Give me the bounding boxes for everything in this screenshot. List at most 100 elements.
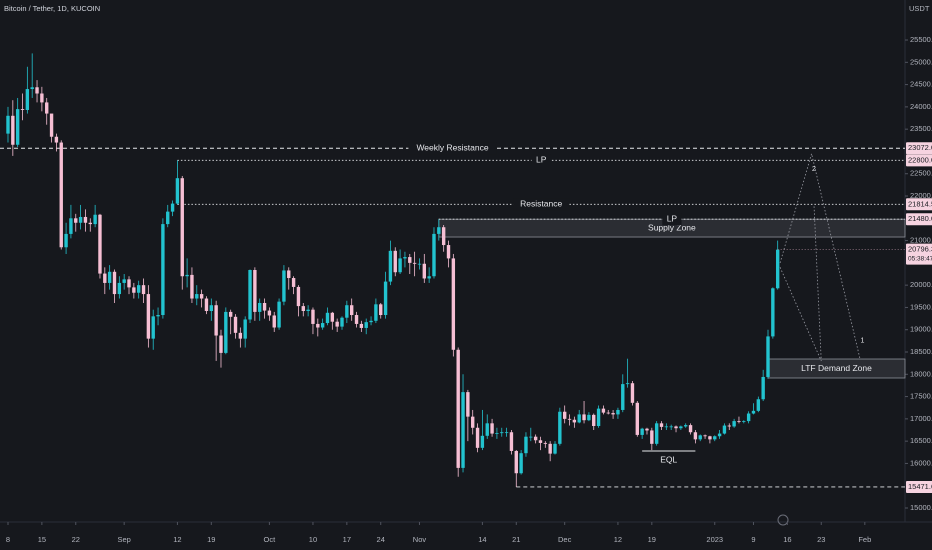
candle-body — [93, 214, 97, 225]
candle-body — [500, 432, 504, 434]
candle-body — [132, 287, 136, 293]
price-tag — [906, 480, 932, 493]
x-tick-label: 12 — [614, 535, 622, 544]
candle-body — [669, 426, 673, 428]
candle-body — [635, 402, 639, 435]
candle-body — [461, 392, 465, 468]
candle-body — [538, 440, 543, 443]
candle-body — [475, 427, 480, 448]
candle-body — [471, 416, 475, 428]
candle-body — [185, 274, 189, 277]
candle-body — [374, 304, 378, 321]
x-tick-label: Dec — [558, 535, 572, 544]
candle-body — [320, 323, 325, 328]
candle-body — [354, 315, 359, 324]
candle-body — [625, 383, 630, 385]
candle-body — [529, 436, 533, 438]
x-tick-label: 19 — [207, 535, 215, 544]
zone-label: LTF Demand Zone — [801, 363, 872, 373]
candle-body — [146, 294, 151, 339]
candle-body — [698, 435, 702, 440]
candle-body — [267, 310, 272, 316]
x-tick-label: 19 — [648, 535, 656, 544]
x-tick-label: 23 — [817, 535, 825, 544]
candle-body — [388, 250, 393, 282]
candle-body — [630, 383, 635, 403]
level-label-bg — [662, 213, 682, 226]
chart-title: Bitcoin / Tether, 1D, KUCOIN — [4, 4, 100, 13]
goto-realtime-icon[interactable] — [777, 514, 789, 526]
y-tick-label: 22500.0 — [910, 169, 932, 178]
x-tick-label: 10 — [309, 535, 317, 544]
candle-body — [112, 271, 117, 295]
candle-body — [287, 270, 291, 279]
candle-body — [654, 423, 659, 444]
candle-body — [432, 233, 436, 277]
candle-body — [272, 315, 276, 328]
candle-body — [209, 305, 213, 312]
candle-body — [340, 317, 344, 327]
candle-body — [345, 305, 349, 318]
candle-body — [722, 425, 727, 434]
y-tick-label: 16000.0 — [910, 458, 932, 467]
x-tick-label: 15 — [38, 535, 46, 544]
candle-body — [606, 412, 610, 414]
y-tick-label: 15000.0 — [910, 503, 932, 512]
candle-body — [25, 89, 30, 110]
candle-body — [45, 102, 49, 114]
x-tick-label: Sep — [117, 535, 130, 544]
candle-body — [262, 302, 267, 311]
candle-body — [640, 428, 644, 435]
candle-body — [364, 322, 368, 328]
candle-body — [422, 263, 426, 279]
candle-body — [713, 436, 717, 440]
y-tick-label: 19000.0 — [910, 325, 932, 334]
x-tick-label: 17 — [343, 535, 351, 544]
price-tag — [906, 213, 932, 226]
candle-body — [451, 258, 456, 350]
candle-body — [291, 278, 296, 287]
candle-body — [175, 178, 180, 204]
candle-body — [136, 285, 141, 293]
candle-body — [587, 414, 591, 421]
candle-body — [601, 408, 606, 413]
candle-body — [693, 432, 698, 440]
candle-body — [49, 113, 54, 137]
x-tick-label: 12 — [173, 535, 181, 544]
y-tick-label: 25500.0 — [910, 35, 932, 44]
candle-body — [20, 109, 25, 110]
candle-body — [533, 436, 538, 441]
candle-body — [737, 421, 741, 422]
candle-body — [228, 311, 233, 317]
y-tick-label: 18000.0 — [910, 369, 932, 378]
candle-body — [107, 271, 112, 283]
candle-body — [161, 224, 165, 316]
countdown-label: 05:38:47 — [908, 255, 932, 262]
candle-body — [611, 413, 615, 415]
candle-body — [88, 222, 92, 225]
x-tick-label: 22 — [72, 535, 80, 544]
candle-body — [98, 214, 102, 274]
candle-body — [306, 309, 310, 312]
candle-body — [771, 288, 775, 337]
candle-body — [446, 245, 451, 259]
candle-body — [64, 233, 68, 248]
candle-body — [650, 430, 654, 444]
x-tick-label: 16 — [783, 535, 791, 544]
candle-body — [151, 316, 155, 339]
y-tick-label: 23500.0 — [910, 124, 932, 133]
y-tick-label: 16500.0 — [910, 436, 932, 445]
candle-body — [403, 257, 407, 259]
candle-body — [616, 409, 620, 415]
level-label: Weekly Resistance — [416, 142, 488, 152]
price-tag — [906, 198, 932, 211]
candle-body — [141, 285, 146, 295]
x-tick-label: 21 — [512, 535, 520, 544]
candle-body — [543, 442, 548, 444]
candle-body — [398, 258, 402, 273]
candle-body — [504, 432, 509, 434]
candle-body — [592, 414, 596, 426]
candle-body — [684, 425, 688, 427]
